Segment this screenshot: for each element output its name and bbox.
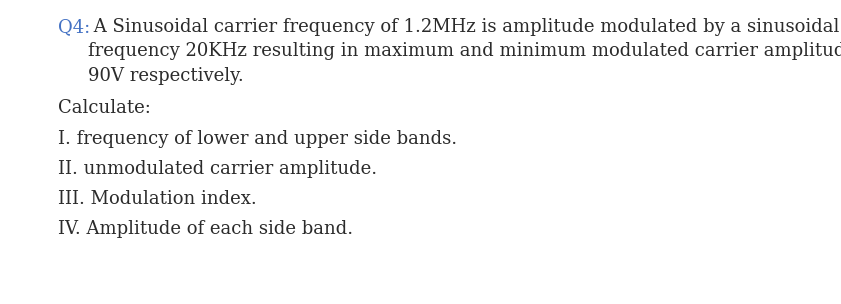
Text: Q4:: Q4: — [58, 18, 90, 36]
Text: A Sinusoidal carrier frequency of 1.2MHz is amplitude modulated by a sinusoidal : A Sinusoidal carrier frequency of 1.2MHz… — [88, 18, 841, 85]
Text: I. frequency of lower and upper side bands.: I. frequency of lower and upper side ban… — [58, 130, 458, 148]
Text: III. Modulation index.: III. Modulation index. — [58, 190, 257, 208]
Text: Calculate:: Calculate: — [58, 99, 151, 117]
Text: II. unmodulated carrier amplitude.: II. unmodulated carrier amplitude. — [58, 160, 377, 178]
Text: IV. Amplitude of each side band.: IV. Amplitude of each side band. — [58, 220, 353, 238]
